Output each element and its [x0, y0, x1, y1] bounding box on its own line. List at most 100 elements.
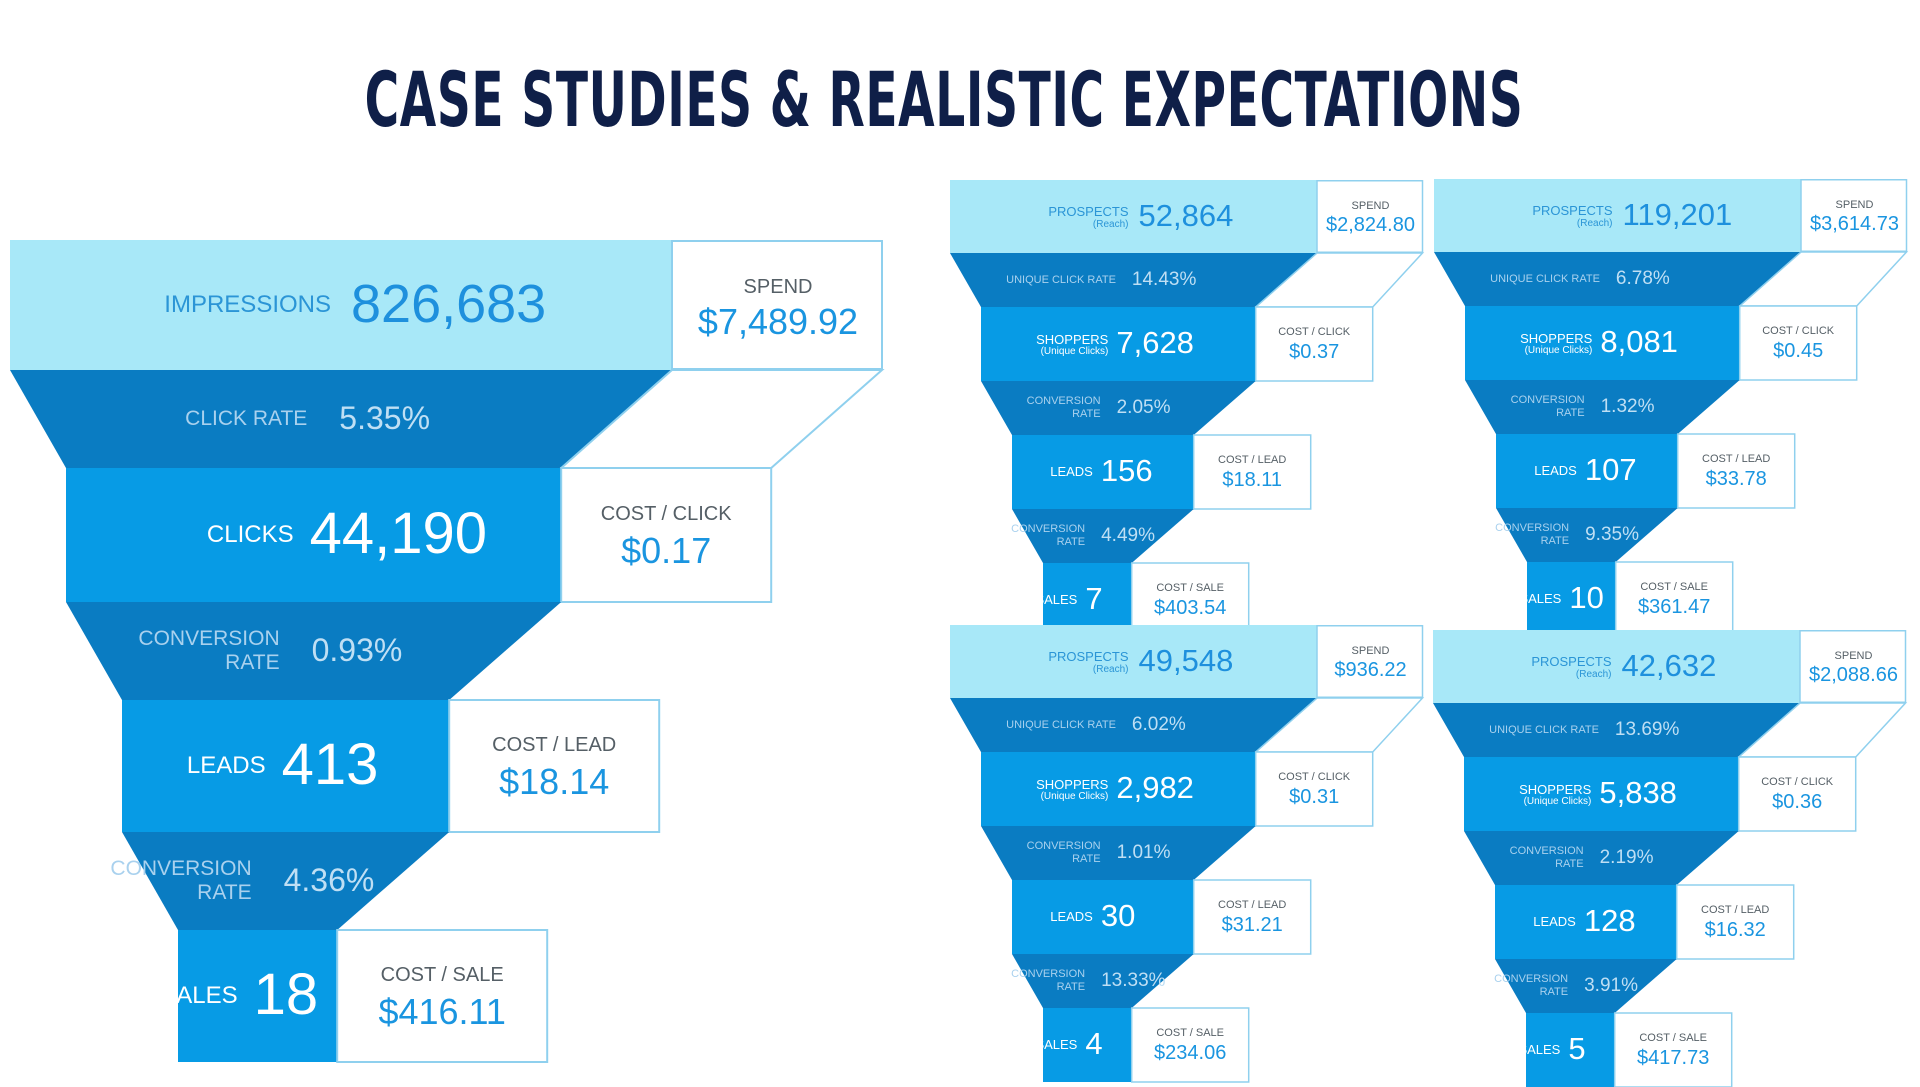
rate-label-line: CONVERSION	[1026, 395, 1101, 408]
stage-label: LEADS	[186, 751, 266, 779]
top-value: 52,864	[1138, 197, 1234, 233]
cost-value: $417.73	[1637, 1047, 1710, 1070]
rate-label-line: RATE	[1056, 536, 1086, 548]
rate-band	[950, 698, 1317, 752]
cost-label: COST / CLICK	[1762, 325, 1835, 338]
rate-band	[1496, 508, 1678, 562]
rate-label-line: RATE	[1555, 858, 1584, 870]
cost-value: $234.06	[1154, 1042, 1227, 1065]
cost-box	[1613, 1012, 1733, 1087]
cost-value: $18.14	[499, 760, 610, 802]
rate-label-line: UNIQUE CLICK RATE	[1006, 273, 1116, 286]
cost-value: $0.37	[1289, 341, 1340, 364]
rate-label-line: RATE	[1072, 853, 1101, 865]
stage-value: 2,982	[1116, 770, 1194, 806]
cost-label: COST / LEAD	[1218, 899, 1287, 912]
rate-value: 4.36%	[283, 861, 375, 898]
cost-value: $361.47	[1638, 596, 1711, 619]
spend-value: $2,088.66	[1809, 664, 1898, 687]
cost-box	[1738, 305, 1858, 381]
spend-value: $3,614.73	[1810, 213, 1899, 236]
stage-bar	[1012, 880, 1194, 954]
stage-bar	[1012, 435, 1194, 509]
rate-label-line: CONVERSION	[1509, 845, 1584, 858]
cost-label: COST / SALE	[380, 964, 504, 987]
stage-bar	[1495, 885, 1677, 959]
top-sublabel: (Reach)	[1576, 217, 1613, 229]
stage-label: SALES	[1519, 591, 1562, 607]
rate-label-line: CONVERSION	[1510, 394, 1585, 407]
rate-label-line: CONVERSION	[110, 856, 252, 880]
funnel-shapes	[950, 625, 1425, 1083]
rate-label-line: UNIQUE CLICK RATE	[1006, 718, 1116, 731]
cost-label: COST / SALE	[1640, 581, 1709, 594]
rate-value: 1.32%	[1600, 395, 1655, 417]
cost-label: COST / LEAD	[1702, 453, 1771, 466]
cost-label: COST / SALE	[1156, 582, 1225, 595]
rate-value: 14.43%	[1131, 268, 1197, 290]
stage-label: LEADS	[1534, 463, 1577, 479]
rate-label-line: CONVERSION	[1495, 522, 1570, 535]
rate-label-line: CONVERSION	[138, 626, 280, 650]
stage-bar	[1465, 306, 1740, 380]
top-sublabel: (Reach)	[1092, 663, 1129, 675]
rate-label-line: RATE	[225, 651, 280, 674]
cost-box	[1737, 756, 1857, 832]
stage-sublabel: (Unique Clicks)	[1040, 791, 1109, 802]
rate-value: 2.05%	[1116, 396, 1171, 418]
funnel-shapes	[1433, 630, 1908, 1087]
top-bar	[1433, 630, 1800, 703]
stage-sublabel: (Unique Clicks)	[1524, 345, 1593, 356]
rate-band	[1464, 831, 1739, 885]
cost-box	[448, 699, 661, 833]
cost-value: $416.11	[378, 990, 506, 1032]
spend-label: SPEND	[1835, 199, 1874, 212]
spend-value: $2,824.80	[1326, 214, 1415, 237]
stage-value: 8,081	[1600, 324, 1678, 360]
rate-label-line: CLICK RATE	[185, 406, 308, 430]
stage-value: 107	[1584, 452, 1637, 488]
rate-label-line: RATE	[1072, 408, 1101, 420]
stage-value: 156	[1100, 453, 1153, 489]
rate-band	[1012, 509, 1194, 563]
top-label: PROSPECTS	[1048, 649, 1129, 665]
rate-band	[981, 826, 1256, 880]
cost-box	[1676, 433, 1796, 509]
cost-box	[1130, 1007, 1250, 1083]
cost-value: $31.21	[1221, 914, 1283, 937]
cost-box	[336, 929, 549, 1063]
rate-band	[66, 602, 562, 700]
stage-value: 4	[1085, 1026, 1103, 1062]
stage-value: 413	[281, 732, 379, 798]
stage-label: LEADS	[1050, 909, 1093, 925]
spend-label: SPEND	[1351, 200, 1390, 213]
cost-value: $0.45	[1773, 340, 1824, 363]
rate-value: 0.93%	[311, 631, 403, 668]
rate-band	[1465, 380, 1740, 434]
cost-value: $0.36	[1772, 791, 1823, 814]
funnel-shapes	[1434, 179, 1909, 637]
stage-value: 5	[1568, 1031, 1586, 1067]
rate-label-line: CONVERSION	[1011, 968, 1086, 981]
rate-band	[1434, 252, 1801, 306]
rate-value: 1.01%	[1116, 841, 1171, 863]
page-title: CASE STUDIES & REALISTIC EXPECTATIONS	[364, 55, 1524, 144]
rate-value: 13.33%	[1101, 969, 1166, 991]
stage-label: LEADS	[1533, 914, 1576, 930]
cost-label: COST / CLICK	[1278, 771, 1351, 784]
cost-value: $0.31	[1289, 786, 1340, 809]
cost-box	[1130, 562, 1250, 638]
stage-label: SALES	[160, 981, 238, 1009]
top-value: 42,632	[1621, 647, 1717, 683]
top-bar	[1434, 179, 1801, 252]
stage-bar	[1526, 1013, 1615, 1087]
top-sublabel: (Reach)	[1575, 668, 1612, 680]
rate-band	[1495, 959, 1677, 1013]
funnel-case-4: PROSPECTS (Reach) 42,632 SPEND $2,088.66 UNIQ…	[1433, 630, 1908, 1087]
stage-label: SALES	[1035, 1037, 1078, 1053]
spend-label: SPEND	[1834, 650, 1873, 663]
cost-value: $18.11	[1222, 469, 1283, 492]
top-label: IMPRESSIONS	[164, 290, 331, 318]
cost-box	[560, 467, 773, 603]
cost-label: COST / LEAD	[1218, 454, 1287, 467]
